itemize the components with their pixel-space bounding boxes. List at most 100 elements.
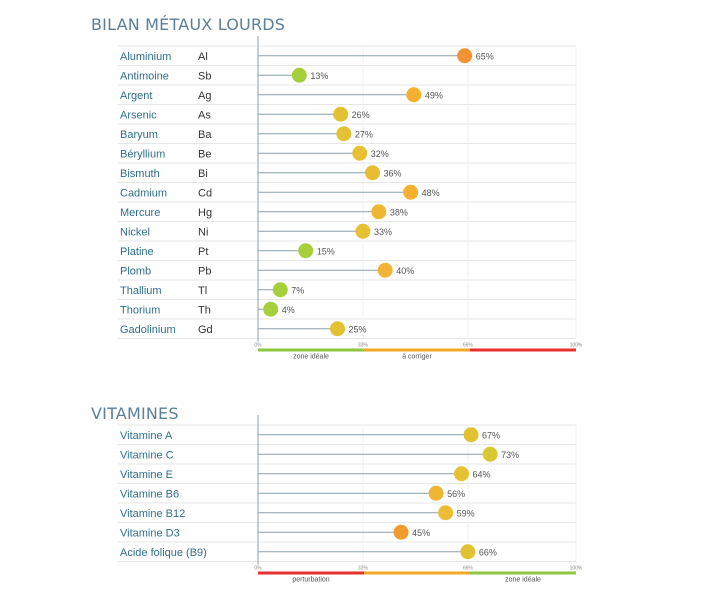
- metal-row-label: Nickel: [120, 226, 150, 238]
- vitamin-tick-label: 66%: [463, 566, 474, 572]
- metal-zone-bar: [364, 348, 470, 352]
- vitamin-lollipop-dot: [454, 466, 470, 482]
- metal-lollipop-dot: [298, 243, 314, 259]
- metal-lollipop-dot: [330, 321, 345, 337]
- vitamin-value-label: 64%: [473, 469, 491, 479]
- metal-value-label: 26%: [352, 110, 370, 120]
- metal-row-symbol: Hg: [198, 207, 212, 219]
- metal-row-label: Thorium: [120, 304, 160, 316]
- metal-tick-label: 100%: [570, 343, 583, 349]
- metal-zone-label: à corriger: [402, 354, 432, 361]
- metal-row-symbol: Sb: [198, 70, 211, 82]
- metal-row-label: Platine: [120, 246, 154, 258]
- metal-row-symbol: Pb: [198, 265, 211, 277]
- vitamin-row-label: Vitamine C: [120, 449, 174, 461]
- vitamin-value-label: 67%: [482, 430, 500, 440]
- vitamin-tick-label: 100%: [570, 566, 583, 572]
- vitamin-zone-bar: [364, 571, 470, 575]
- metal-lollipop-dot: [406, 87, 422, 103]
- metal-tick-label: 33%: [358, 343, 369, 349]
- vitamin-tick-label: 0%: [254, 566, 262, 572]
- metal-value-label: 4%: [282, 305, 295, 315]
- metal-row-label: Bismuth: [120, 168, 160, 180]
- metal-value-label: 65%: [476, 51, 494, 61]
- vitamin-zone-bar: [258, 571, 364, 575]
- metal-lollipop-dot: [333, 106, 349, 122]
- vitamin-value-label: 56%: [447, 489, 465, 499]
- vitamin-value-label: 59%: [457, 508, 475, 518]
- metal-lollipop-dot: [377, 262, 393, 278]
- metal-lollipop-dot: [403, 184, 419, 200]
- metal-lollipop-dot: [355, 223, 371, 239]
- vitamin-value-label: 73%: [501, 450, 519, 460]
- vitamin-row-label: Acide folique (B9): [120, 547, 207, 559]
- metal-row-label: Mercure: [120, 207, 160, 219]
- metal-lollipop-dot: [364, 165, 380, 181]
- vitamin-lollipop-dot: [438, 505, 454, 521]
- metal-value-label: 13%: [310, 71, 328, 81]
- metal-value-label: 15%: [317, 246, 335, 256]
- metal-lollipop-dot: [291, 67, 307, 83]
- metal-lollipop-dot: [272, 282, 288, 298]
- vitamin-chart: Vitamine A 67% Vitamine C 73% Vitamine E 64% V…: [118, 415, 583, 584]
- metal-row-symbol: Pt: [198, 246, 208, 258]
- vitamin-value-label: 45%: [412, 528, 430, 538]
- vitamin-lollipop-dot: [482, 446, 498, 462]
- metal-tick-label: 0%: [254, 343, 262, 349]
- metal-row-label: Argent: [120, 90, 152, 102]
- metal-tick-label: 66%: [463, 343, 474, 349]
- metal-row-label: Arsenic: [120, 109, 157, 121]
- metal-row-symbol: Tl: [198, 285, 207, 297]
- metal-lollipop-dot: [336, 126, 352, 142]
- metal-row-symbol: Ba: [198, 129, 212, 141]
- vitamin-row-label: Vitamine B6: [120, 488, 179, 500]
- metal-row-symbol: Cd: [198, 187, 212, 199]
- vitamin-value-label: 66%: [479, 547, 497, 557]
- metal-row-symbol: Th: [198, 304, 211, 316]
- metals-chart-title: BILAN MÉTAUX LOURDS: [91, 15, 286, 34]
- metal-row-label: Baryum: [120, 129, 158, 141]
- metal-lollipop-dot: [371, 204, 387, 220]
- vitamin-lollipop-dot: [460, 544, 476, 560]
- metal-row-label: Béryllium: [120, 148, 165, 160]
- metal-value-label: 32%: [371, 149, 389, 159]
- metal-row-symbol: Ag: [198, 90, 211, 102]
- vitamin-zone-label: perturbation: [292, 577, 329, 584]
- metal-value-label: 36%: [383, 168, 401, 178]
- vitamins-chart-title: VITAMINES: [91, 404, 179, 423]
- vitamin-lollipop-dot: [428, 485, 444, 501]
- metal-value-label: 48%: [422, 188, 440, 198]
- vitamin-lollipop-dot: [393, 524, 409, 540]
- metal-row-symbol: As: [198, 109, 211, 121]
- metal-lollipop-dot: [263, 301, 279, 317]
- metal-value-label: 7%: [291, 285, 304, 295]
- vitamin-tick-label: 33%: [358, 566, 369, 572]
- metal-row-symbol: Ni: [198, 226, 208, 238]
- metal-row-symbol: Gd: [198, 324, 213, 336]
- vitamin-lollipop-dot: [463, 427, 479, 443]
- metal-lollipop-dot: [352, 145, 368, 161]
- vitamin-zone-bar: [470, 571, 576, 575]
- metal-chart: Aluminium Al 65% Antimoine Sb 13% Argent Ag 49% A…: [118, 36, 583, 361]
- metal-row-symbol: Bi: [198, 168, 208, 180]
- metal-value-label: 40%: [396, 266, 414, 276]
- metal-value-label: 25%: [349, 324, 367, 334]
- vitamin-row-label: Vitamine D3: [120, 527, 180, 539]
- metal-row-label: Thallium: [120, 285, 162, 297]
- metal-lollipop-dot: [457, 48, 473, 64]
- metal-zone-bar: [470, 348, 576, 352]
- metal-value-label: 33%: [374, 227, 392, 237]
- metal-zone-label: zone idéale: [293, 354, 329, 361]
- metal-row-label: Antimoine: [120, 70, 169, 82]
- metal-value-label: 27%: [355, 129, 373, 139]
- metal-row-label: Cadmium: [120, 187, 167, 199]
- metal-row-label: Aluminium: [120, 51, 171, 63]
- metal-row-label: Gadolinium: [120, 324, 176, 336]
- vitamin-zone-label: zone idéale: [505, 577, 541, 584]
- metal-row-label: Plomb: [120, 265, 151, 277]
- metal-row-symbol: Al: [198, 51, 208, 63]
- metal-value-label: 38%: [390, 207, 408, 217]
- metal-row-symbol: Be: [198, 148, 211, 160]
- vitamin-row-label: Vitamine B12: [120, 508, 185, 520]
